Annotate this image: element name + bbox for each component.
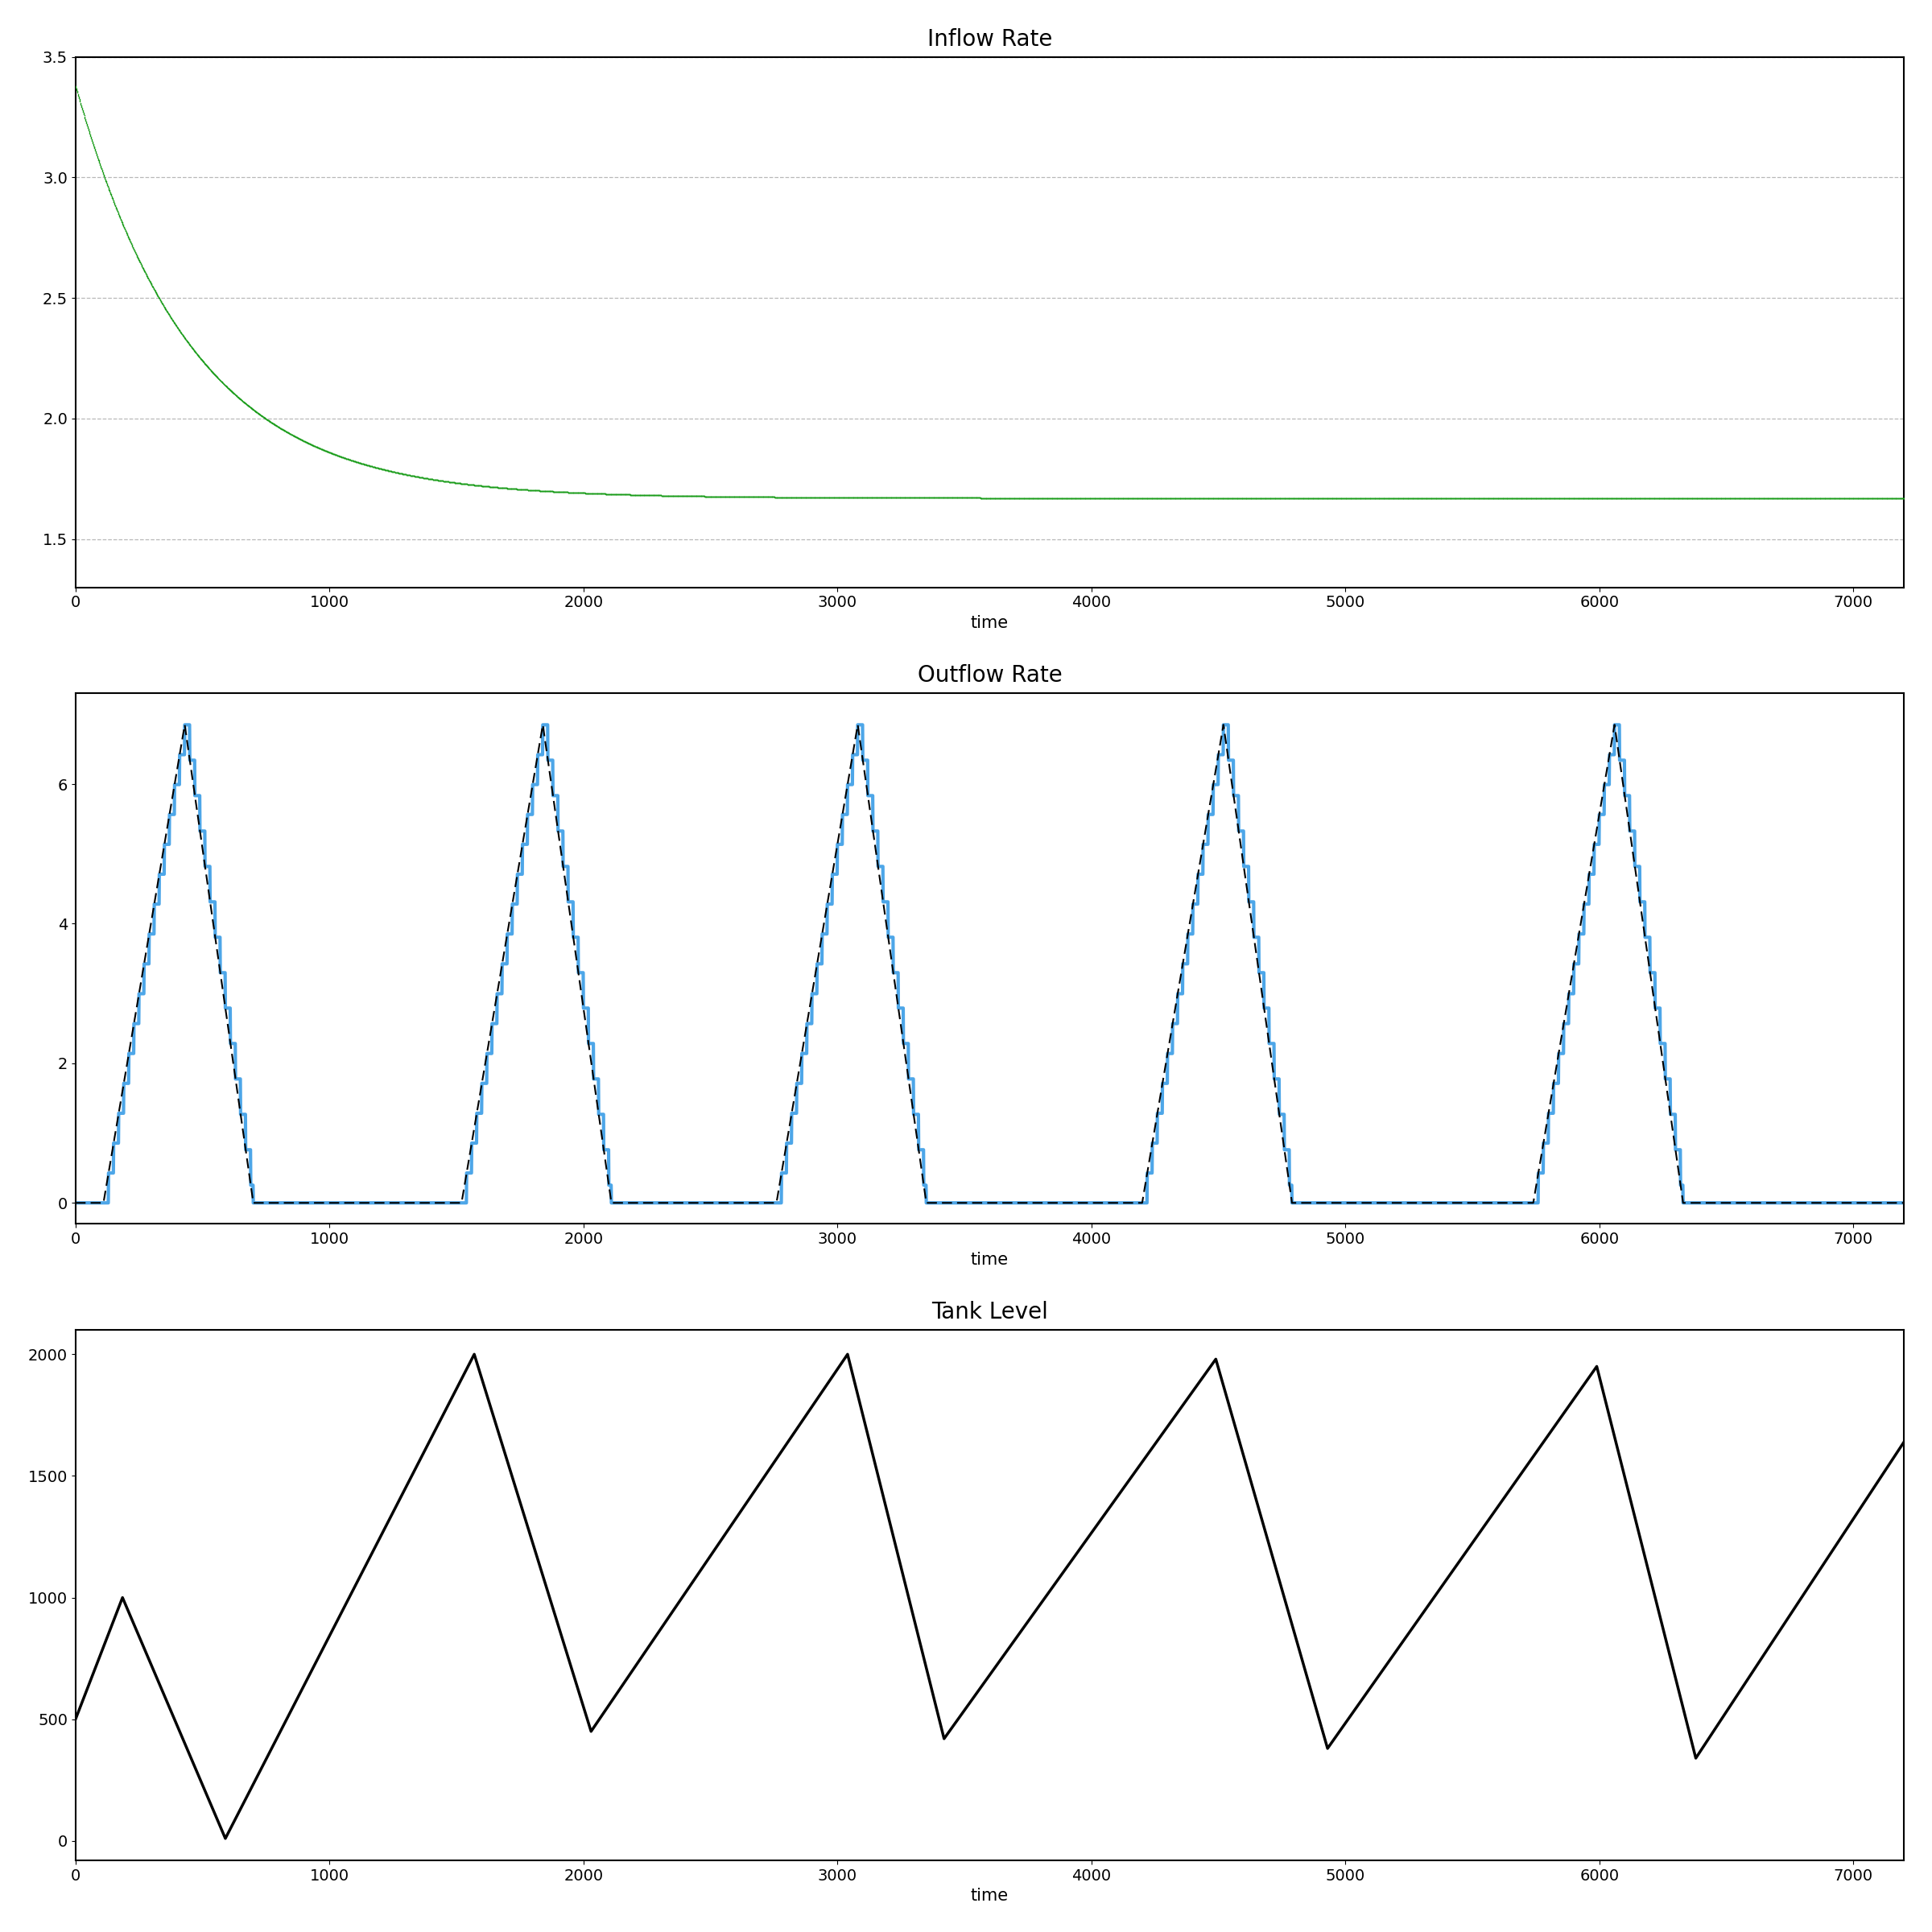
Title: Tank Level: Tank Level	[931, 1300, 1047, 1323]
X-axis label: time: time	[970, 614, 1009, 632]
X-axis label: time: time	[970, 1252, 1009, 1267]
Title: Inflow Rate: Inflow Rate	[927, 27, 1053, 50]
Title: Outflow Rate: Outflow Rate	[918, 665, 1063, 688]
X-axis label: time: time	[970, 1888, 1009, 1905]
